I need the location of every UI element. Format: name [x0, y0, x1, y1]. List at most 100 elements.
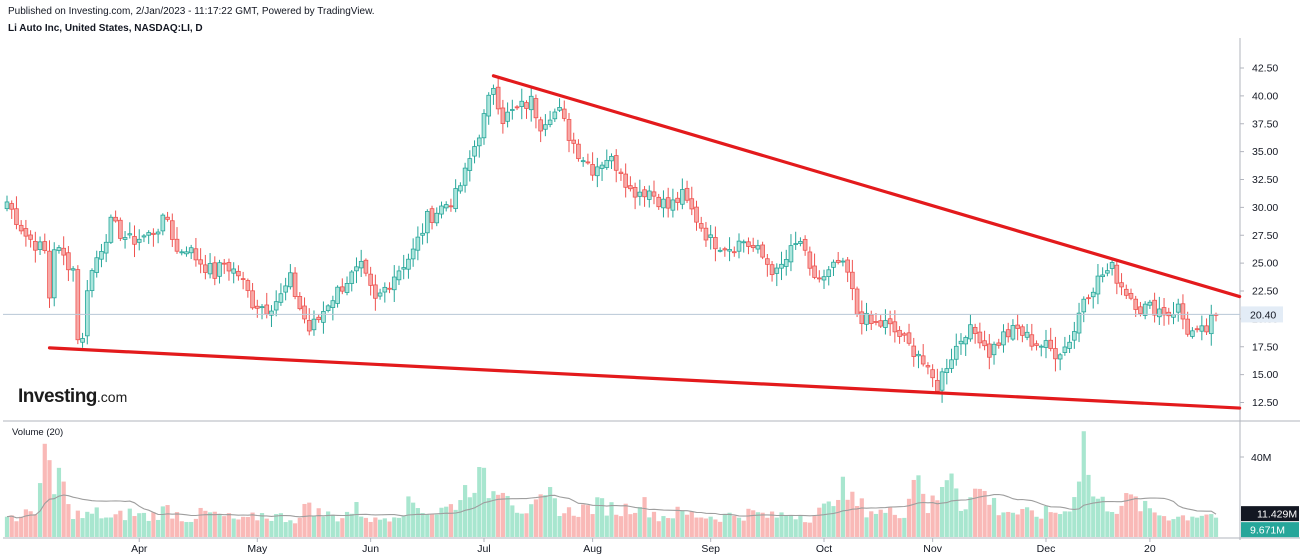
time-tick-label: Oct: [816, 543, 832, 555]
price-tick-label: 42.50: [1252, 63, 1278, 75]
candle-body: [1128, 293, 1134, 299]
volume-bar: [514, 512, 520, 537]
volume-bar: [675, 506, 680, 537]
candle-body: [628, 185, 633, 190]
candle-body: [774, 267, 780, 274]
volume-bar: [85, 511, 90, 537]
price-tick-label: 25.00: [1252, 258, 1278, 270]
candle-body: [264, 304, 270, 315]
candle-body: [878, 320, 883, 327]
candle-body: [1005, 329, 1011, 338]
candle-body: [1114, 264, 1120, 284]
volume-bar: [207, 512, 213, 537]
volume-bar: [557, 515, 562, 537]
volume-bar: [562, 513, 567, 537]
volume-bar: [1119, 505, 1124, 537]
candle-body: [576, 143, 581, 160]
candle-body: [703, 227, 709, 241]
volume-bar: [604, 515, 609, 537]
candle-body: [684, 187, 690, 201]
candle-body: [1090, 291, 1096, 298]
volume-bar: [231, 518, 236, 537]
candle-body: [698, 223, 704, 229]
volume-bar: [89, 513, 95, 537]
volume-bar: [132, 516, 137, 537]
candle-body: [1119, 282, 1124, 288]
candle-body: [283, 285, 288, 293]
candle-body: [902, 333, 907, 336]
candle-body: [349, 271, 355, 284]
candle-body: [231, 268, 236, 274]
candle-body: [807, 251, 813, 269]
candle-body: [273, 301, 279, 311]
volume-bar: [935, 500, 940, 537]
volume-bar: [23, 509, 28, 537]
volume-bar: [344, 511, 350, 537]
candle-body: [406, 258, 411, 270]
candle-body: [33, 240, 38, 251]
volume-bar: [538, 494, 543, 537]
volume-bar: [198, 507, 203, 537]
candle-body: [1152, 299, 1157, 316]
candle-body: [1076, 312, 1082, 334]
volume-bar: [670, 518, 675, 537]
volume-bar: [803, 522, 808, 537]
candle-body: [510, 109, 515, 111]
candle-body: [590, 164, 595, 176]
volume-bar: [897, 518, 902, 537]
volume-bar: [746, 508, 751, 537]
candle-body: [500, 107, 506, 124]
candle-body: [292, 272, 298, 297]
volume-bar: [505, 495, 510, 537]
candle-body: [382, 286, 388, 293]
candle-body: [70, 268, 76, 271]
volume-bar: [146, 520, 151, 537]
candle-body: [1204, 325, 1209, 333]
candle-body: [358, 260, 364, 269]
candle-body: [245, 280, 251, 291]
volume-bar: [510, 505, 515, 537]
volume-bar: [968, 497, 973, 537]
candle-body: [533, 98, 539, 119]
candle-body: [968, 324, 973, 340]
volume-label: Volume (20): [12, 427, 64, 438]
volume-bar: [122, 520, 128, 537]
volume-bar: [996, 515, 1001, 537]
candle-body: [1138, 306, 1143, 314]
candle-body: [476, 137, 482, 147]
candle-body: [99, 251, 104, 260]
volume-bar: [1152, 512, 1157, 537]
candle-body: [344, 283, 350, 293]
volume-bar: [486, 498, 491, 537]
time-tick-label: Aug: [583, 543, 602, 555]
volume-bar: [467, 497, 472, 537]
price-tick-label: 37.50: [1252, 118, 1278, 130]
candle-body: [949, 359, 954, 369]
candle-body: [972, 327, 978, 334]
volume-bar: [519, 513, 524, 537]
volume-bar: [784, 515, 789, 537]
volume-bar: [727, 512, 732, 537]
candle-body: [198, 259, 203, 265]
volume-bar: [269, 520, 274, 537]
candle-body: [458, 185, 463, 192]
candle-body: [585, 161, 591, 164]
candle-body: [401, 267, 407, 270]
volume-bar: [982, 490, 987, 537]
volume-bar: [429, 514, 435, 537]
candle-body: [580, 160, 586, 163]
volume-bar: [297, 517, 302, 537]
candle-body: [680, 189, 685, 205]
trendlines: [47, 74, 1242, 410]
candle-body: [306, 319, 312, 332]
candle-body: [118, 219, 123, 239]
candle-body: [316, 316, 321, 321]
volume-bar: [963, 509, 968, 537]
candle-body: [524, 102, 529, 109]
candle-body: [543, 124, 548, 130]
candle-body: [618, 171, 624, 174]
candle-body: [4, 201, 10, 210]
candle-body: [977, 331, 983, 344]
candle-body: [1020, 326, 1025, 336]
